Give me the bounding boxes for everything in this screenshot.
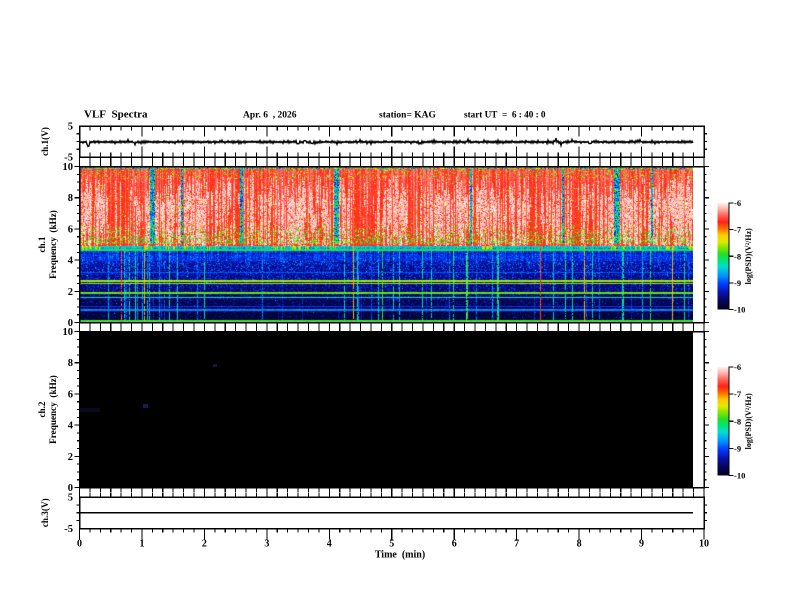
svg-text:-8: -8 xyxy=(734,251,741,261)
svg-text:station= KAG: station= KAG xyxy=(379,111,436,121)
svg-text:log(PSD)(V²/Hz): log(PSD)(V²/Hz) xyxy=(744,393,753,450)
svg-text:6: 6 xyxy=(68,389,73,400)
svg-text:1: 1 xyxy=(139,539,144,550)
svg-text:-10: -10 xyxy=(734,305,745,315)
svg-text:10: 10 xyxy=(63,327,74,338)
svg-text:VLF Spectra: VLF Spectra xyxy=(84,109,148,121)
svg-text:Frequency (kHz): Frequency (kHz) xyxy=(48,375,58,444)
svg-text:-8: -8 xyxy=(734,416,741,426)
svg-text:-10: -10 xyxy=(734,471,745,481)
svg-text:ch.1: ch.1 xyxy=(37,236,47,252)
svg-text:7: 7 xyxy=(514,539,519,550)
svg-text:Time (min): Time (min) xyxy=(375,550,425,561)
svg-text:4: 4 xyxy=(327,539,332,550)
svg-text:3: 3 xyxy=(264,539,269,550)
svg-text:9: 9 xyxy=(639,539,644,550)
svg-text:8: 8 xyxy=(577,539,582,550)
svg-text:10: 10 xyxy=(63,162,74,173)
svg-text:8: 8 xyxy=(68,193,73,204)
svg-text:0: 0 xyxy=(68,483,73,494)
svg-text:log(PSD)(V²/Hz): log(PSD)(V²/Hz) xyxy=(744,228,753,285)
svg-text:0: 0 xyxy=(77,539,82,550)
svg-text:ch.2: ch.2 xyxy=(37,401,47,417)
svg-text:-7: -7 xyxy=(734,389,742,399)
svg-text:-7: -7 xyxy=(734,225,742,235)
svg-text:-5: -5 xyxy=(64,153,73,164)
svg-text:Frequency (kHz): Frequency (kHz) xyxy=(48,210,58,279)
svg-text:-5: -5 xyxy=(64,524,73,535)
svg-text:2: 2 xyxy=(202,539,207,550)
svg-text:6: 6 xyxy=(68,224,73,235)
svg-text:-6: -6 xyxy=(734,198,741,208)
svg-text:6: 6 xyxy=(452,539,457,550)
svg-text:5: 5 xyxy=(68,493,73,504)
svg-text:-9: -9 xyxy=(734,443,741,453)
svg-text:Apr. 6 , 2026: Apr. 6 , 2026 xyxy=(243,111,297,121)
svg-text:10: 10 xyxy=(699,539,709,550)
svg-text:0: 0 xyxy=(68,318,73,329)
svg-text:5: 5 xyxy=(389,539,394,550)
svg-text:4: 4 xyxy=(68,256,74,267)
svg-text:4: 4 xyxy=(68,421,74,432)
svg-text:-9: -9 xyxy=(734,278,741,288)
svg-text:ch.3(V): ch.3(V) xyxy=(40,498,50,527)
svg-text:5: 5 xyxy=(68,122,73,133)
svg-text:ch.1(V): ch.1(V) xyxy=(40,127,50,156)
svg-text:8: 8 xyxy=(68,358,73,369)
svg-text:2: 2 xyxy=(68,287,73,298)
svg-text:2: 2 xyxy=(68,452,73,463)
svg-text:-6: -6 xyxy=(734,362,741,372)
svg-text:start UT = 6 : 40 : 0: start UT = 6 : 40 : 0 xyxy=(464,110,546,120)
